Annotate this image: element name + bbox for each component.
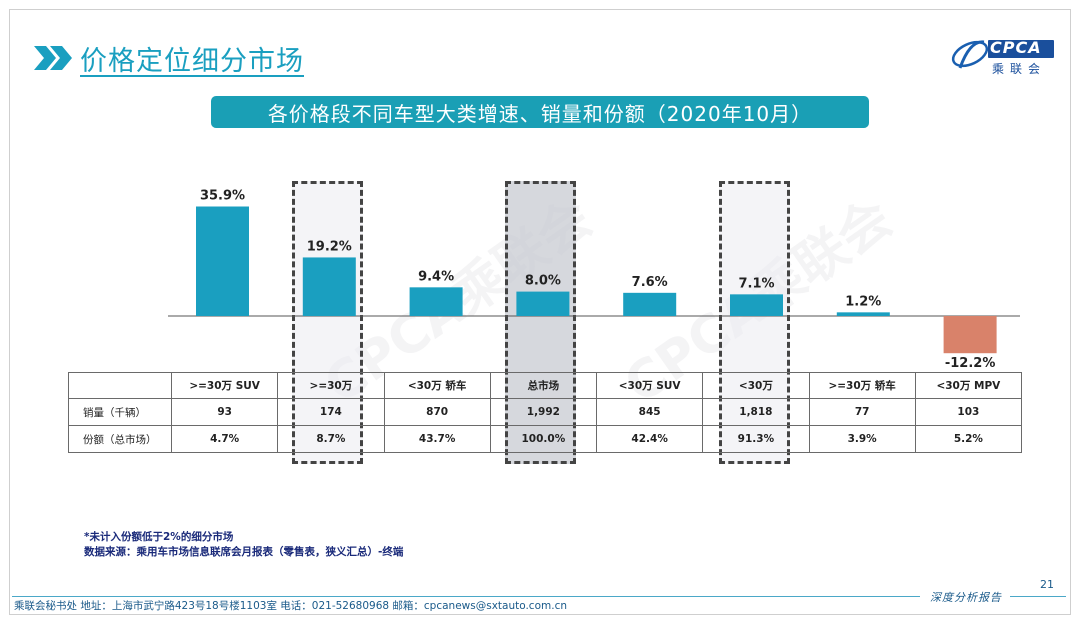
table-cell: 174 (277, 398, 385, 426)
note-source: 数据来源：乘用车市场信息联席会月报表（零售表，狭义汇总）-终端 (84, 546, 404, 558)
table-cell: 42.4% (595, 425, 704, 453)
column-header: >=30万 (277, 372, 385, 399)
table-cell: 1,818 (702, 398, 810, 426)
column-header: >=30万 轿车 (808, 372, 916, 399)
report-label: 深度分析报告 (930, 591, 1002, 604)
column-header: <30万 (702, 372, 810, 399)
table-cell: 93 (170, 398, 279, 426)
table-cell: 43.7% (383, 425, 491, 453)
column-header: <30万 SUV (595, 372, 704, 399)
bar-1 (302, 257, 356, 316)
row-label: 销量（千辆） (68, 398, 172, 426)
data-label-3: 8.0% (525, 274, 561, 289)
data-label-4: 7.6% (632, 275, 668, 290)
table-cell: 103 (914, 398, 1023, 426)
footer-divider (12, 596, 920, 597)
bar-2 (409, 287, 463, 316)
logo-text: CPCA (990, 38, 1042, 57)
table-cell: 845 (595, 398, 704, 426)
table-cell: 4.7% (170, 425, 279, 453)
bar-7 (943, 316, 997, 354)
slide-frame (9, 9, 1071, 615)
data-table: >=30万 SUV >=30万 <30万 轿车 总市场 <30万 SUV <30万 >=30… (68, 372, 1023, 453)
cpca-logo (951, 40, 1054, 69)
table-row: 销量（千辆） 93 174 870 1,992 845 1,818 77 103 (68, 398, 1023, 426)
data-label-1: 19.2% (307, 239, 352, 254)
bar-5 (730, 294, 783, 316)
table-cell: 91.3% (702, 425, 810, 453)
table-cell: 870 (383, 398, 491, 426)
note-line: *未计入份额低于2%的细分市场 (84, 531, 234, 543)
bar-chart: 35.9% 19.2% 9.4% 8.0% 7.6% 7.1% 1.2% -12.2% (168, 189, 1020, 371)
column-header: <30万 轿车 (383, 372, 491, 399)
data-label-0: 35.9% (200, 189, 245, 204)
table-cell: 100.0% (489, 425, 598, 453)
double-chevron-icon (34, 46, 72, 70)
banner-text: 各价格段不同车型大类增速、销量和份额（2020年10月） (267, 101, 813, 126)
column-header: <30万 MPV (914, 372, 1023, 399)
table-cell: 8.7% (277, 425, 385, 453)
footer-address: 乘联会秘书处 地址：上海市武宁路423号18号楼1103室 电话：021-526… (14, 600, 568, 612)
column-header: 总市场 (489, 372, 598, 399)
table-corner-cell (68, 372, 172, 399)
table-cell: 5.2% (914, 425, 1023, 453)
data-label-7: -12.2% (945, 356, 996, 371)
footer-divider (1010, 596, 1066, 597)
notes: *未计入份额低于2%的细分市场 数据来源：乘用车市场信息联席会月报表（零售表，狭… (84, 530, 403, 560)
bar-3 (516, 291, 570, 316)
page-number: 21 (1040, 578, 1054, 591)
bar-6 (836, 312, 890, 316)
logo-subtext: 乘联会 (992, 62, 1047, 76)
table-row: 份额（总市场） 4.7% 8.7% 43.7% 100.0% 42.4% 91.3% 3.9%… (68, 425, 1023, 453)
bar-4 (623, 292, 677, 316)
table-header-row: >=30万 SUV >=30万 <30万 轿车 总市场 <30万 SUV <30万 >=30… (68, 372, 1023, 399)
table-cell: 1,992 (489, 398, 598, 426)
data-label-6: 1.2% (845, 294, 881, 309)
chart-banner: 各价格段不同车型大类增速、销量和份额（2020年10月） (211, 96, 869, 128)
bar-0 (196, 206, 249, 316)
row-label: 份额（总市场） (68, 425, 172, 453)
title-bar: 价格定位细分市场 (32, 38, 304, 78)
table-cell: 77 (808, 398, 916, 426)
data-label-2: 9.4% (418, 269, 454, 284)
page-title: 价格定位细分市场 (80, 45, 304, 77)
table-cell: 3.9% (808, 425, 916, 453)
column-header: >=30万 SUV (170, 372, 279, 399)
data-label-5: 7.1% (738, 276, 774, 291)
